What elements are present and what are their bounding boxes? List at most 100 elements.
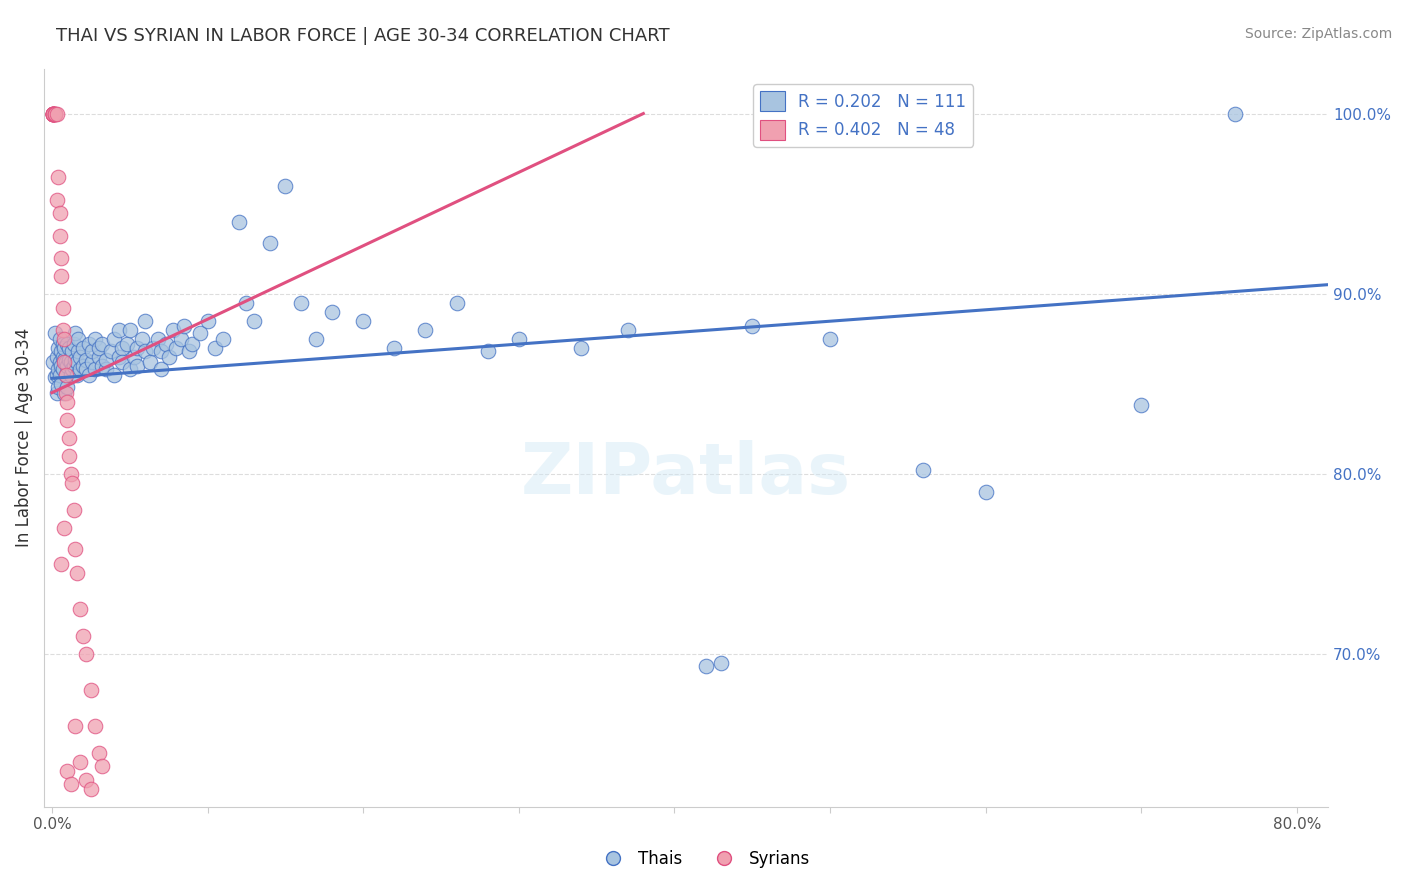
Point [974, 484, 997, 499]
Point [75, 353, 97, 368]
Point [46, 380, 69, 394]
Point [124, 350, 146, 364]
Point [87, 350, 110, 364]
Point [55, 385, 77, 400]
Point [173, 319, 195, 334]
Point [157, 350, 180, 364]
Point [321, 304, 343, 318]
Point [48, 368, 70, 382]
Point [69, 755, 91, 769]
Point [46, 341, 69, 355]
Point [65, 326, 87, 341]
Point [51, 376, 73, 391]
Point [45, 385, 67, 400]
Point [58, 353, 80, 368]
Point [108, 350, 131, 364]
Point [45, 368, 67, 382]
Point [42, 106, 65, 120]
Point [695, 659, 717, 673]
Point [42, 106, 65, 120]
Point [45, 193, 67, 207]
Point [197, 314, 219, 328]
Point [48, 355, 70, 369]
Point [52, 301, 75, 315]
Point [56, 380, 79, 394]
Point [90, 758, 112, 772]
Point [146, 332, 169, 346]
Point [52, 362, 75, 376]
Point [96, 353, 118, 368]
Point [46, 362, 69, 376]
Point [228, 214, 250, 228]
Point [65, 719, 87, 733]
Point [84, 362, 107, 376]
Point [52, 323, 75, 337]
Point [274, 178, 297, 193]
Point [51, 557, 73, 571]
Point [77, 368, 100, 382]
Point [42, 355, 65, 369]
Point [710, 656, 733, 670]
Point [42, 106, 65, 120]
Point [62, 359, 84, 373]
Point [569, 341, 592, 355]
Text: Source: ZipAtlas.com: Source: ZipAtlas.com [1244, 27, 1392, 41]
Point [80, 682, 103, 697]
Point [87, 746, 110, 760]
Point [177, 344, 200, 359]
Point [235, 295, 257, 310]
Legend: Thais, Syrians: Thais, Syrians [589, 844, 817, 875]
Point [66, 355, 89, 369]
Point [75, 772, 97, 787]
Point [51, 251, 73, 265]
Point [59, 776, 82, 790]
Point [60, 344, 83, 359]
Point [58, 341, 80, 355]
Point [134, 314, 156, 328]
Point [48, 332, 70, 346]
Point [149, 344, 172, 359]
Point [59, 467, 82, 481]
Point [84, 719, 107, 733]
Point [53, 521, 76, 535]
Point [111, 341, 134, 355]
Point [53, 353, 76, 368]
Point [48, 229, 70, 244]
Point [84, 332, 107, 346]
Point [67, 332, 90, 346]
Point [59, 355, 82, 369]
Point [53, 341, 76, 355]
Point [170, 332, 193, 346]
Legend: R = 0.202   N = 111, R = 0.402   N = 48: R = 0.202 N = 111, R = 0.402 N = 48 [754, 84, 973, 146]
Point [446, 295, 468, 310]
Point [103, 332, 125, 346]
Point [127, 341, 149, 355]
Point [139, 355, 162, 369]
Point [62, 503, 84, 517]
Point [100, 344, 122, 359]
Point [56, 394, 79, 409]
Point [508, 332, 530, 346]
Point [62, 337, 84, 351]
Point [82, 344, 104, 359]
Point [53, 355, 76, 369]
Point [42, 106, 65, 120]
Point [127, 359, 149, 373]
Point [75, 647, 97, 661]
Point [75, 362, 97, 376]
Point [51, 268, 73, 283]
Point [45, 350, 67, 364]
Point [56, 413, 79, 427]
Point [46, 169, 69, 184]
Point [53, 385, 76, 400]
Point [56, 359, 79, 373]
Point [1223, 106, 1246, 120]
Point [44, 106, 66, 120]
Point [165, 341, 187, 355]
Point [80, 781, 103, 796]
Point [65, 353, 87, 368]
Point [55, 355, 77, 369]
Point [477, 344, 499, 359]
Point [103, 368, 125, 382]
Point [90, 359, 112, 373]
